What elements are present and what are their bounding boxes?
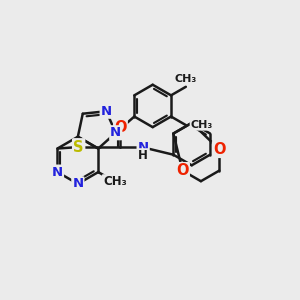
Text: CH₃: CH₃ — [190, 120, 212, 130]
Text: N: N — [72, 177, 83, 190]
Text: CH₃: CH₃ — [175, 74, 197, 84]
Text: N: N — [52, 166, 63, 178]
Text: S: S — [74, 140, 84, 154]
Text: N: N — [100, 105, 112, 118]
Text: N: N — [138, 141, 149, 154]
Text: CH₃: CH₃ — [103, 175, 127, 188]
Text: O: O — [176, 163, 189, 178]
Text: O: O — [213, 142, 226, 157]
Text: O: O — [114, 119, 127, 134]
Text: N: N — [110, 126, 121, 139]
Text: H: H — [138, 149, 148, 162]
